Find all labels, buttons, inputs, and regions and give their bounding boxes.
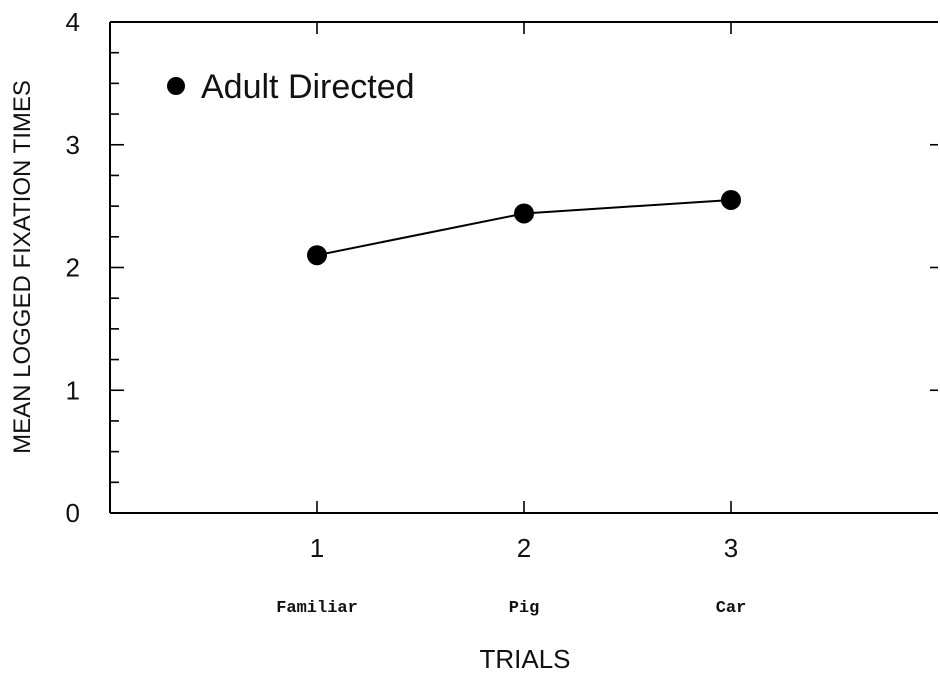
x-tick-label: 3 bbox=[724, 533, 738, 563]
x-tick-label: 2 bbox=[517, 533, 531, 563]
x-tick-label: 1 bbox=[310, 533, 324, 563]
series-adult-directed bbox=[307, 189, 741, 266]
legend: Adult Directed bbox=[167, 68, 415, 106]
x-category-label: Familiar bbox=[276, 599, 358, 618]
y-tick-label: 1 bbox=[66, 375, 80, 405]
y-tick-label: 4 bbox=[66, 7, 80, 37]
legend-marker bbox=[167, 77, 185, 95]
x-category-label: Pig bbox=[509, 599, 540, 618]
legend-label: Adult Directed bbox=[201, 68, 415, 106]
data-point bbox=[307, 245, 327, 266]
data-point bbox=[514, 203, 534, 224]
y-tick-label: 3 bbox=[66, 130, 80, 160]
y-axis-label: MEAN LOGGED FIXATION TIMES bbox=[9, 80, 36, 454]
x-category-label: Car bbox=[716, 599, 747, 618]
x-axis-label: TRIALS bbox=[479, 644, 570, 673]
y-tick-label: 0 bbox=[66, 498, 80, 528]
ticks: 0 1 2 3 4 1 Familiar 2 Pig 3 Car bbox=[66, 7, 938, 618]
data-point bbox=[721, 189, 741, 210]
y-tick-label: 2 bbox=[66, 253, 80, 283]
